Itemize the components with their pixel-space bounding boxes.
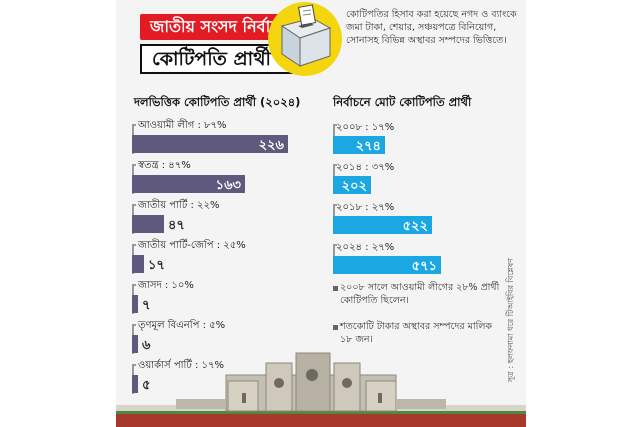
party-bar xyxy=(132,295,138,313)
year-label: ২০১৪ : ৩৭% xyxy=(336,162,395,173)
party-label: ওয়ার্কার্স পার্টি : ১৭% xyxy=(138,360,225,371)
year-value-label: ৫৭১ xyxy=(411,259,437,274)
party-bar xyxy=(132,335,138,353)
note-hundred-crore: শতকোটি টাকার অস্থাবর সম্পদের মালিক ১৮ জন… xyxy=(340,321,493,345)
party-value-label: ৬ xyxy=(142,338,151,353)
party-label: আওয়ামী লীগ : ৮৭% xyxy=(138,120,227,131)
year-bar xyxy=(333,176,371,194)
note-bullet-2 xyxy=(333,325,338,330)
year-label: ২০২৪ : ২৭% xyxy=(336,242,395,253)
party-bar xyxy=(132,255,144,273)
year-bar xyxy=(333,216,432,234)
party-label: জাতীয় পার্টি-জেপি : ২৫% xyxy=(138,240,246,251)
year-value-label: ২৭৪ xyxy=(355,139,381,154)
party-bar xyxy=(132,175,245,193)
ballot-box-icon xyxy=(280,4,332,67)
party-bar xyxy=(132,215,164,233)
note-2008: ২০০৮ সালে আওয়ামী লীগের ২৮% প্রার্থী কোট… xyxy=(340,282,500,306)
party-value-label: ১৬৩ xyxy=(215,178,241,193)
intro-text: কোটিপতির হিসাব করা হয়েছে নগদ ও ব্যাংকে … xyxy=(346,9,517,46)
year-label: ২০০৮ : ১৭% xyxy=(336,122,395,133)
party-value-label: ২২৬ xyxy=(258,138,284,153)
party-bar xyxy=(132,135,288,153)
party-value-label: ৪৭ xyxy=(168,218,185,233)
party-value-label: ৭ xyxy=(142,298,151,313)
year-label: ২০১৮ : ২৭% xyxy=(336,202,395,213)
note-bullet-1 xyxy=(333,286,338,291)
party-bar xyxy=(132,375,138,393)
party-value-label: ৫ xyxy=(142,378,151,393)
left-chart-title: দলভিত্তিক কোটিপতি প্রার্থী (২০২৪) xyxy=(134,95,301,109)
party-value-label: ১৭ xyxy=(148,258,165,273)
parliament-building-illustration xyxy=(116,352,526,427)
right-chart-title: নির্বাচনে মোট কোটিপতি প্রার্থী xyxy=(333,95,472,109)
party-label: তৃণমূল বিএনপি : ৫% xyxy=(138,320,226,331)
party-label: জাতীয় পার্টি : ২২% xyxy=(138,200,220,211)
party-label: স্বতন্ত্র : ৪৭% xyxy=(138,160,191,171)
year-value-label: ২০২ xyxy=(341,179,367,194)
year-bar xyxy=(333,256,441,274)
party-label: জাসদ : ১০% xyxy=(138,280,194,291)
year-bar xyxy=(333,136,385,154)
year-value-label: ৫২২ xyxy=(402,219,428,234)
